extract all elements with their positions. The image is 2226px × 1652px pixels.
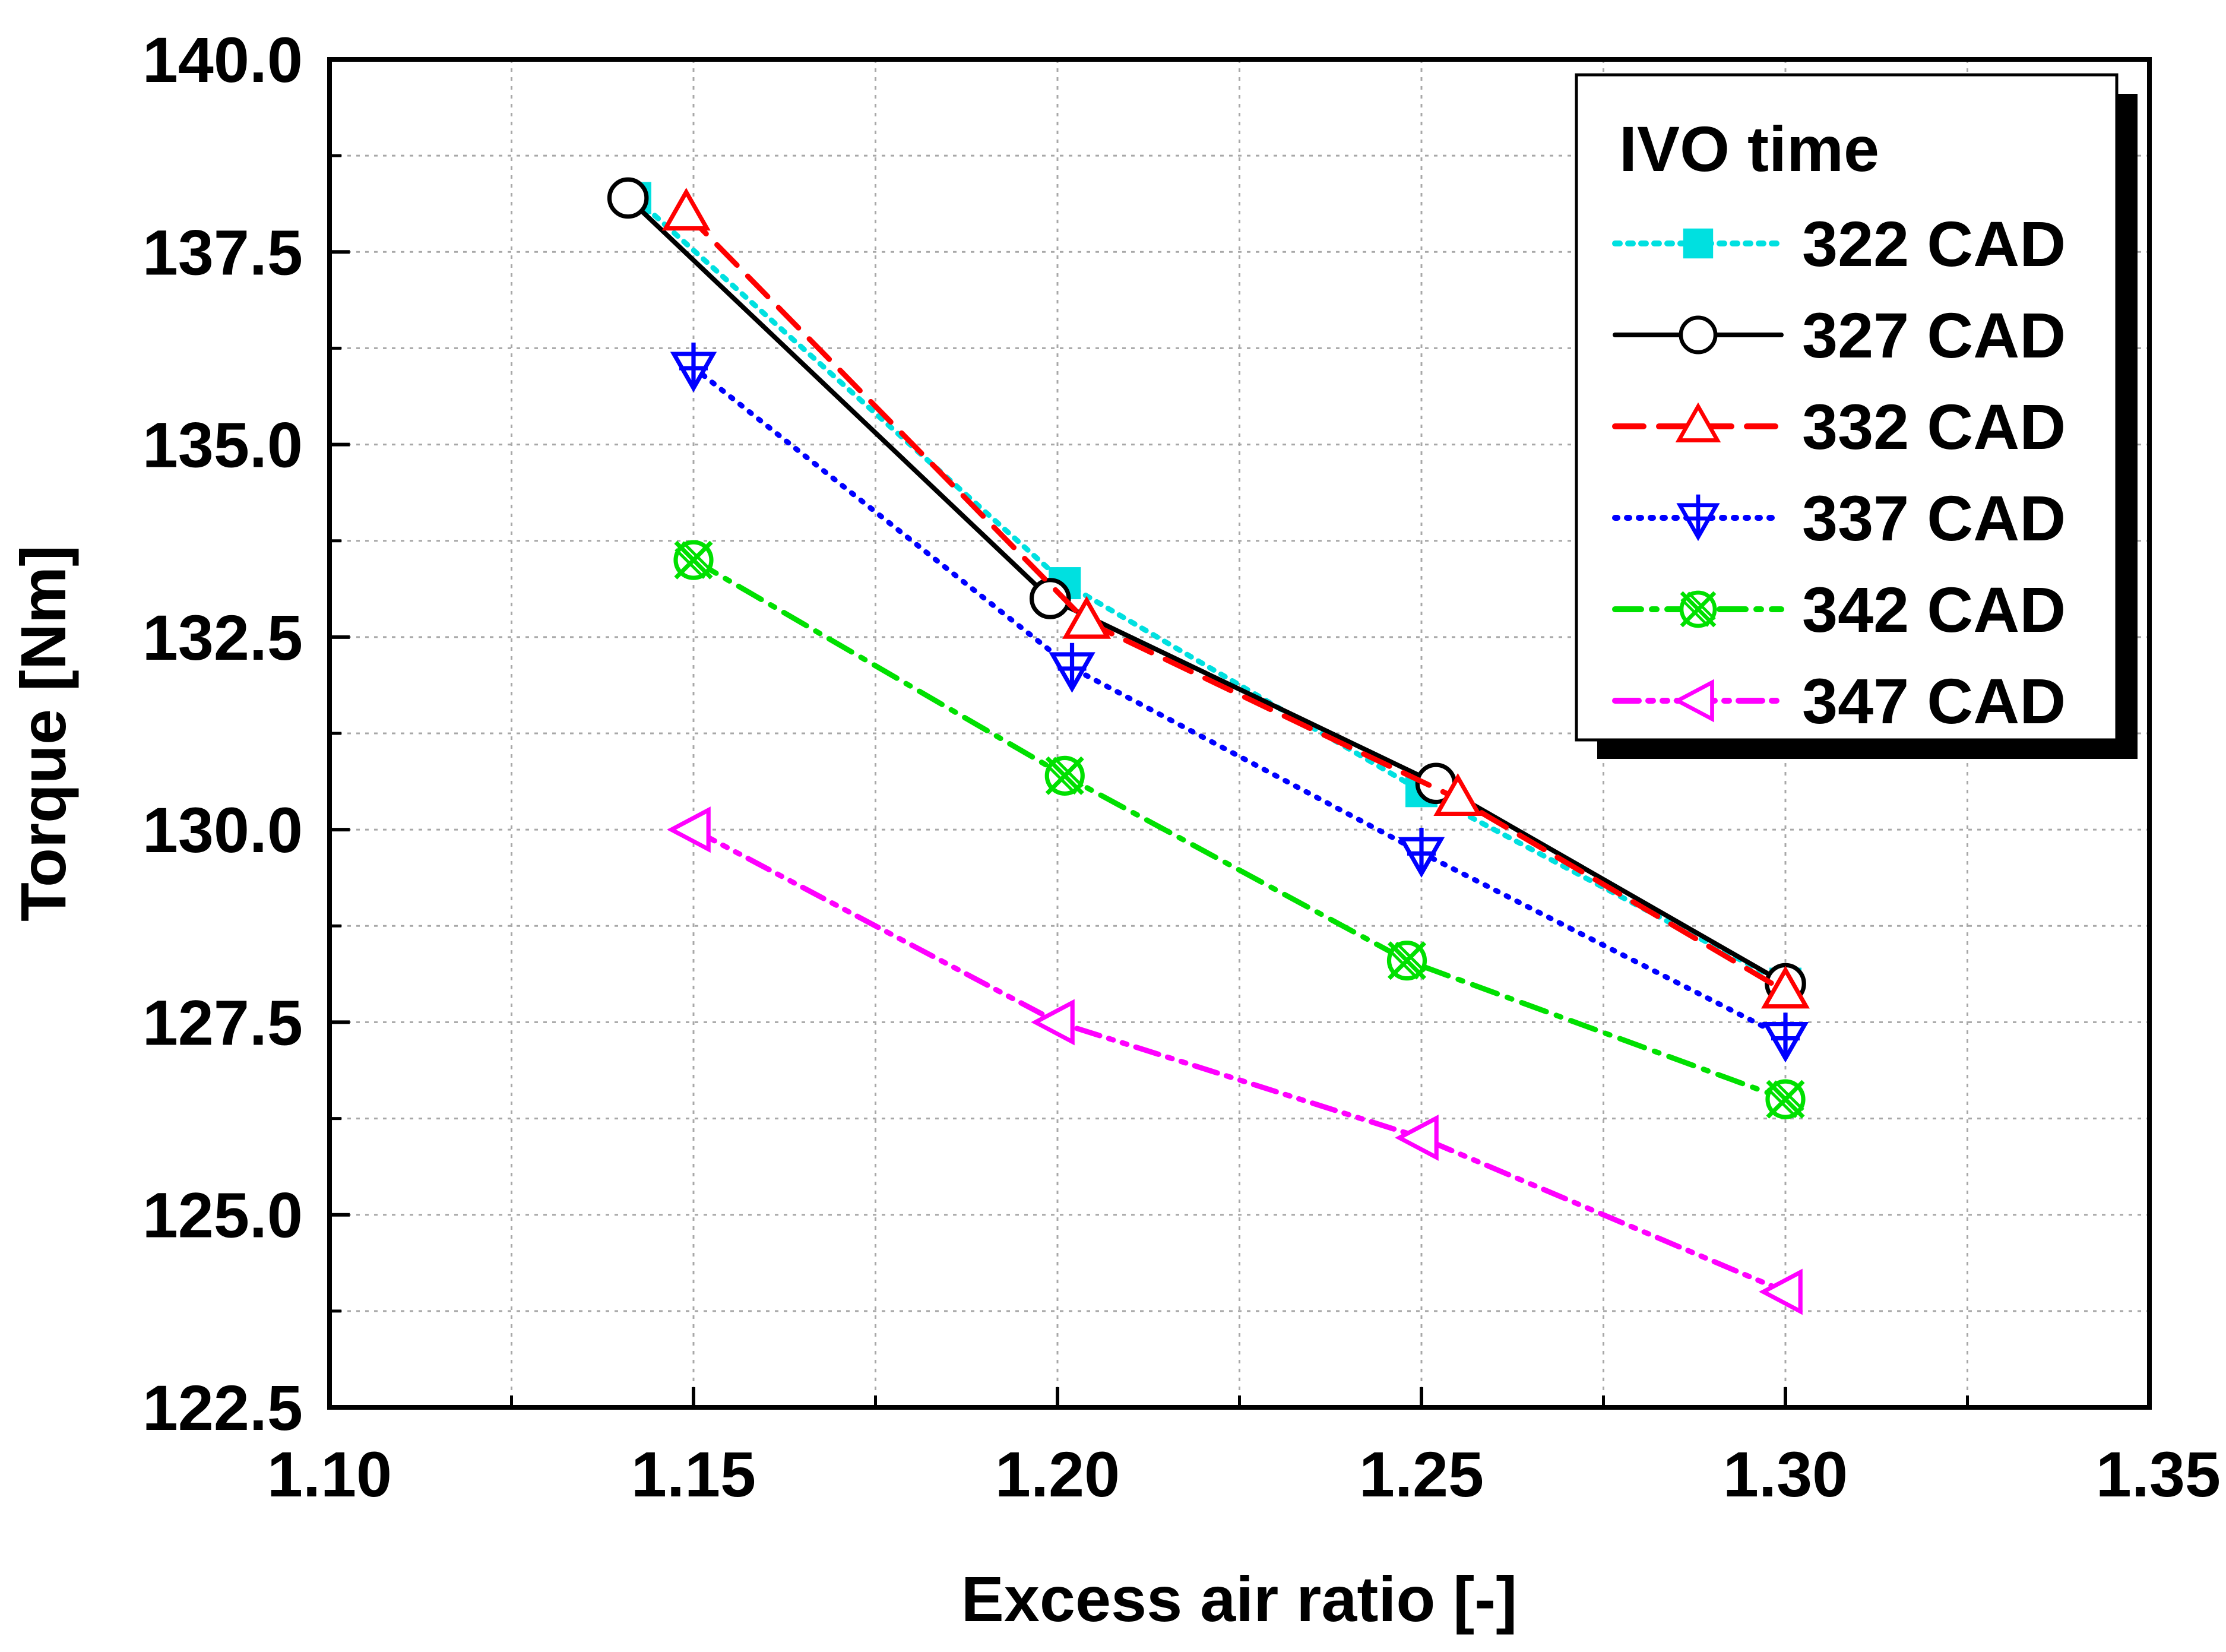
legend-label: 342 CAD [1802,574,2066,645]
series-marker-triangle-left [1759,1268,1803,1315]
series-347-cad [667,806,1803,1315]
y-tick-label: 130.0 [143,794,303,866]
y-tick-label: 125.0 [143,1179,303,1251]
series-layer [607,177,1810,1315]
series-marker-triangle-up [1761,966,1810,1009]
x-tick-labels: 1.10 1.15 1.20 1.25 1.30 1.35 [267,1438,2221,1510]
series-line [691,365,1788,1040]
axis-ticks [328,58,2151,1409]
series-marker-x2 [1766,1080,1805,1119]
x-tick-label: 1.10 [267,1438,392,1510]
series-marker-circle [1679,315,1718,355]
x-tick-label: 1.15 [631,1438,756,1510]
series-line [683,210,1788,995]
legend-label: 322 CAD [1802,208,2066,280]
legend-label: 327 CAD [1802,299,2066,371]
y-tick-label: 137.5 [143,216,303,288]
y-tick-label: 127.5 [143,986,303,1058]
series-line [691,827,1788,1295]
series-marker-triangle-left [1673,679,1714,723]
plot-frame [327,57,2152,1410]
legend-box [1575,73,2119,742]
series-marker-square [1683,228,1714,259]
y-tick-label: 132.5 [143,602,303,673]
x-tick-label: 1.35 [2096,1438,2221,1510]
series-marker-x4 [675,548,705,579]
y-tick-label: 135.0 [143,409,303,481]
series-marker-x2 [674,540,713,580]
legend-label: 332 CAD [1802,391,2066,463]
series-marker-x2 [1045,756,1084,795]
series-marker-circle [607,177,649,219]
legend-item: 337 CAD [1612,482,2066,554]
series-marker-x3 [682,541,713,572]
series-marker-triangle-left [667,806,711,853]
series-marker-triangle-up [1433,773,1483,816]
legend-label: 347 CAD [1802,665,2066,737]
y-tick-labels: 122.5 125.0 127.5 130.0 132.5 135.0 137.5 140.0 [143,24,303,1444]
series-marker-triangle-left [1031,999,1075,1046]
y-tick-label: 122.5 [143,1372,303,1444]
series-marker-triangle-left [1395,1115,1439,1161]
series-marker-triangle-up [1062,596,1112,639]
legend-items: 322 CAD 327 CAD 332 CAD 337 CAD 342 CAD 347 C… [1612,208,2066,737]
series-marker-x2 [1680,591,1717,628]
x-tick-label: 1.20 [995,1438,1120,1510]
y-axis-title: Torque [Nm] [7,545,79,922]
series-marker-x3 [1395,941,1426,973]
series-marker-circle [1029,578,1071,619]
series-marker-x3 [1053,757,1084,788]
legend-item: 347 CAD [1612,665,2066,737]
legend-title: IVO time [1619,113,1879,185]
x-tick-label: 1.30 [1723,1438,1848,1510]
series-337-cad [670,342,1809,1063]
series-marker-x4 [1680,598,1709,627]
series-line [691,557,1788,1102]
series-marker-x4 [1388,948,1419,980]
legend-label: 337 CAD [1802,482,2066,554]
series-marker-x3 [1687,591,1716,621]
legend: IVO time 322 CAD 327 CAD 332 CAD 337 CAD 342… [1575,73,2138,759]
legend-item: 342 CAD [1612,574,2066,645]
series-marker-x4 [1766,1087,1797,1118]
series-marker-x3 [1774,1080,1804,1111]
series-marker-triangle-up [1675,402,1721,442]
legend-item: 322 CAD [1612,208,2066,280]
legend-item: 332 CAD [1612,391,2066,463]
x-tick-label: 1.25 [1359,1438,1484,1510]
series-332-cad [661,188,1810,1009]
legend-item: 327 CAD [1613,299,2066,371]
series-342-cad [673,540,1806,1119]
series-line [625,195,1788,986]
x-axis-title: Excess air ratio [-] [961,1563,1517,1635]
series-marker-x2 [1387,941,1427,980]
y-tick-label: 140.0 [143,24,303,96]
series-marker-x4 [1046,764,1077,795]
series-marker-triangle-up [661,188,711,231]
